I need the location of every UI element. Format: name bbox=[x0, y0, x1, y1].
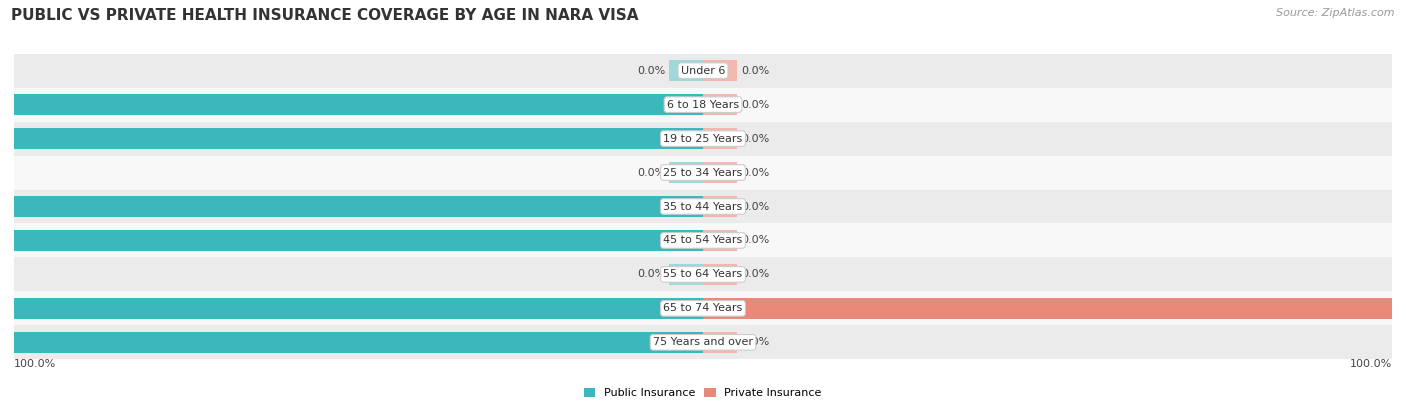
Bar bbox=[703, 196, 738, 217]
Text: 100.0%: 100.0% bbox=[0, 100, 11, 109]
Text: 0.0%: 0.0% bbox=[637, 168, 665, 178]
Bar bbox=[14, 230, 703, 251]
Bar bbox=[14, 325, 1392, 359]
Bar bbox=[703, 60, 738, 81]
Text: 0.0%: 0.0% bbox=[741, 202, 769, 211]
Text: 0.0%: 0.0% bbox=[741, 100, 769, 109]
Text: 0.0%: 0.0% bbox=[741, 235, 769, 245]
Text: 100.0%: 100.0% bbox=[1350, 359, 1392, 369]
Text: 100.0%: 100.0% bbox=[0, 202, 11, 211]
Bar bbox=[703, 332, 738, 353]
Bar bbox=[14, 128, 703, 149]
Bar bbox=[703, 94, 738, 115]
Bar bbox=[669, 264, 703, 285]
Text: 100.0%: 100.0% bbox=[0, 337, 11, 347]
Bar bbox=[669, 60, 703, 81]
Text: 0.0%: 0.0% bbox=[741, 337, 769, 347]
Text: 55 to 64 Years: 55 to 64 Years bbox=[664, 269, 742, 280]
Text: 0.0%: 0.0% bbox=[741, 168, 769, 178]
Bar bbox=[14, 94, 703, 115]
Bar bbox=[14, 298, 703, 319]
Text: PUBLIC VS PRIVATE HEALTH INSURANCE COVERAGE BY AGE IN NARA VISA: PUBLIC VS PRIVATE HEALTH INSURANCE COVER… bbox=[11, 8, 638, 23]
Bar bbox=[14, 257, 1392, 292]
Bar bbox=[703, 128, 738, 149]
Text: 100.0%: 100.0% bbox=[0, 304, 11, 313]
Text: 0.0%: 0.0% bbox=[637, 66, 665, 76]
Bar bbox=[669, 162, 703, 183]
Bar bbox=[14, 223, 1392, 257]
Text: 65 to 74 Years: 65 to 74 Years bbox=[664, 304, 742, 313]
Text: Source: ZipAtlas.com: Source: ZipAtlas.com bbox=[1277, 8, 1395, 18]
Bar bbox=[14, 88, 1392, 121]
Text: 45 to 54 Years: 45 to 54 Years bbox=[664, 235, 742, 245]
Text: 100.0%: 100.0% bbox=[1395, 304, 1406, 313]
Text: 0.0%: 0.0% bbox=[637, 269, 665, 280]
Text: 100.0%: 100.0% bbox=[14, 359, 56, 369]
Text: 100.0%: 100.0% bbox=[0, 235, 11, 245]
Bar bbox=[14, 332, 703, 353]
Bar bbox=[703, 230, 738, 251]
Bar bbox=[14, 292, 1392, 325]
Text: 0.0%: 0.0% bbox=[741, 269, 769, 280]
Text: 25 to 34 Years: 25 to 34 Years bbox=[664, 168, 742, 178]
Text: Under 6: Under 6 bbox=[681, 66, 725, 76]
Bar bbox=[703, 162, 738, 183]
Bar bbox=[703, 264, 738, 285]
Text: 35 to 44 Years: 35 to 44 Years bbox=[664, 202, 742, 211]
Text: 100.0%: 100.0% bbox=[0, 133, 11, 144]
Text: 0.0%: 0.0% bbox=[741, 66, 769, 76]
Text: 75 Years and over: 75 Years and over bbox=[652, 337, 754, 347]
Bar bbox=[14, 196, 703, 217]
Legend: Public Insurance, Private Insurance: Public Insurance, Private Insurance bbox=[579, 383, 827, 403]
Text: 6 to 18 Years: 6 to 18 Years bbox=[666, 100, 740, 109]
Bar bbox=[14, 156, 1392, 190]
Bar bbox=[14, 54, 1392, 88]
Bar bbox=[703, 298, 1392, 319]
Text: 19 to 25 Years: 19 to 25 Years bbox=[664, 133, 742, 144]
Bar bbox=[14, 190, 1392, 223]
Text: 0.0%: 0.0% bbox=[741, 133, 769, 144]
Bar bbox=[14, 121, 1392, 156]
